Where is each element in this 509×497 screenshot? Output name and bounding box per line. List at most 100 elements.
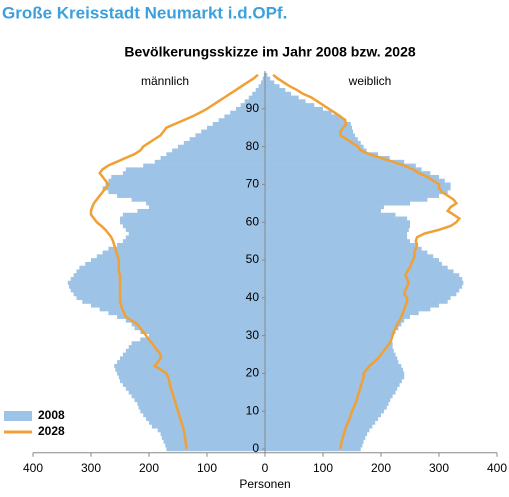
bar: [265, 443, 363, 448]
bar: [265, 273, 460, 278]
bar: [265, 416, 379, 421]
bar: [149, 420, 265, 425]
bar: [117, 371, 265, 376]
bar: [183, 140, 265, 146]
bar: [160, 432, 265, 437]
bar: [265, 439, 364, 444]
bar: [108, 311, 266, 316]
bar: [218, 118, 265, 123]
x-tick-label: 200: [371, 461, 391, 475]
bar: [160, 156, 265, 161]
bar: [120, 216, 265, 221]
bar: [125, 386, 265, 391]
bar: [125, 167, 265, 172]
bar: [265, 390, 396, 395]
bar: [201, 129, 265, 134]
bar: [265, 95, 299, 100]
bar: [99, 307, 265, 312]
bar: [265, 122, 351, 127]
bar: [265, 235, 408, 240]
bar: [265, 193, 439, 198]
bar: [265, 99, 306, 104]
bar: [265, 382, 400, 387]
bar: [131, 394, 265, 399]
bar: [68, 284, 266, 289]
bar: [125, 235, 265, 240]
bar: [258, 84, 265, 89]
bar: [265, 140, 361, 146]
bar: [265, 231, 408, 236]
bar: [265, 386, 398, 391]
bar: [79, 265, 266, 270]
bar: [265, 88, 286, 93]
y-tick-label: 90: [246, 101, 260, 115]
bar: [122, 224, 266, 229]
bar: [265, 171, 431, 176]
bar: [265, 80, 275, 85]
bar: [265, 333, 393, 338]
legend-label: 2008: [38, 408, 65, 422]
bar: [161, 435, 265, 440]
bar: [244, 99, 265, 104]
bar: [265, 337, 392, 342]
bar: [207, 125, 265, 130]
bar: [265, 405, 387, 410]
bar: [265, 352, 396, 357]
bar: [265, 239, 410, 244]
bar: [265, 103, 315, 108]
bar: [163, 439, 265, 444]
bar: [70, 277, 265, 282]
bar: [128, 231, 265, 236]
bar: [265, 197, 428, 202]
bar: [265, 216, 408, 221]
bar: [178, 144, 265, 149]
bar: [265, 163, 416, 168]
bar: [125, 227, 265, 232]
bar: [195, 133, 265, 138]
bar: [265, 326, 399, 331]
bar: [265, 186, 451, 191]
y-tick-label: 20: [246, 366, 260, 380]
bar: [108, 246, 266, 251]
bar: [111, 174, 265, 180]
bar: [134, 397, 265, 403]
bar: [265, 329, 396, 335]
bar: [117, 193, 265, 198]
right-label: weiblich: [348, 74, 392, 88]
bar: [265, 110, 332, 115]
bar: [137, 401, 265, 406]
bar: [265, 375, 405, 380]
bar: [265, 322, 402, 327]
bar: [70, 288, 265, 293]
bar: [265, 295, 451, 301]
bar: [265, 420, 376, 425]
bar: [265, 367, 404, 372]
bar: [265, 174, 439, 180]
bar: [212, 122, 265, 127]
bar: [122, 382, 266, 387]
bar: [122, 212, 266, 217]
bar: [265, 280, 464, 285]
bar: [122, 352, 266, 357]
y-tick-label: 0: [252, 441, 259, 455]
bar: [255, 88, 265, 93]
bar: [157, 428, 265, 433]
bar: [265, 133, 355, 138]
bar: [76, 295, 265, 301]
bar: [151, 424, 265, 429]
bar: [265, 265, 448, 270]
bar: [117, 314, 265, 319]
x-axis-label: Personen: [239, 477, 290, 491]
y-tick-label: 30: [246, 328, 260, 342]
bar: [265, 250, 428, 255]
bar: [265, 371, 405, 376]
bar: [118, 375, 265, 380]
bar: [265, 292, 457, 297]
bar: [265, 413, 381, 418]
bar: [115, 367, 265, 372]
bar: [125, 348, 265, 353]
x-tick-label: 400: [23, 461, 43, 475]
bar: [149, 205, 265, 210]
bar: [265, 167, 422, 172]
